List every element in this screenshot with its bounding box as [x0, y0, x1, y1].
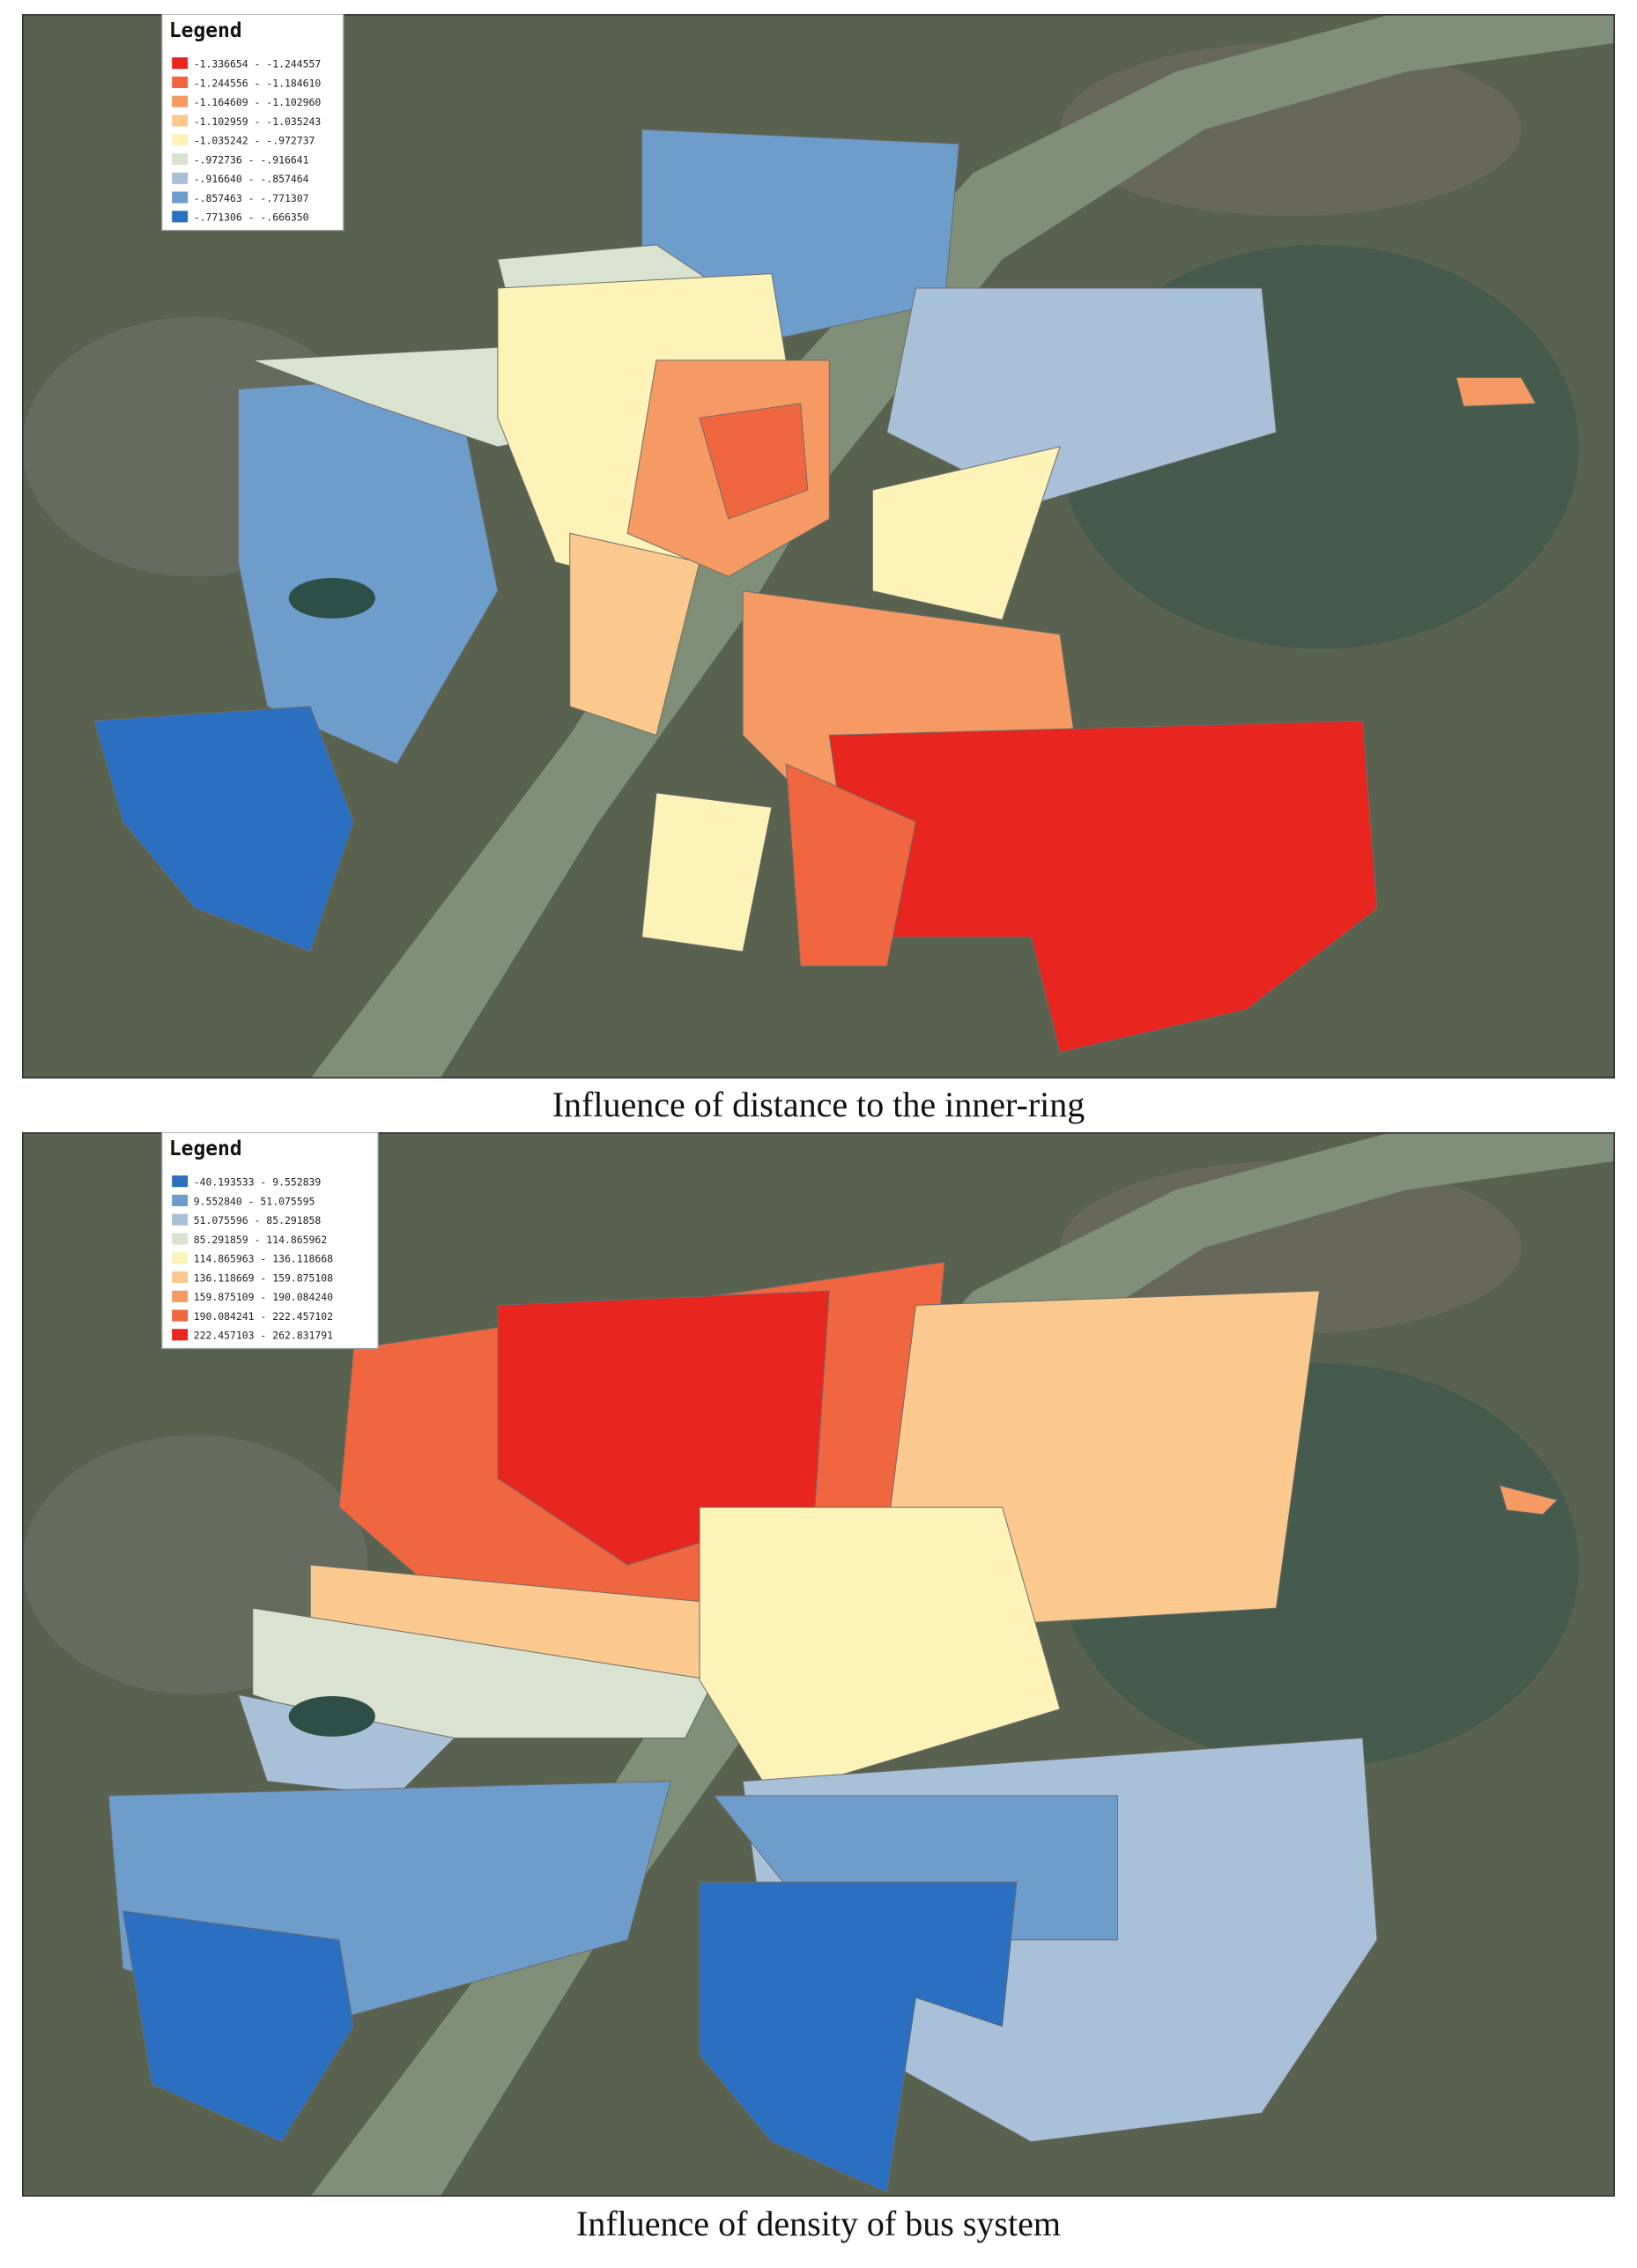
map-frame — [22, 14, 1615, 1078]
region — [641, 792, 773, 952]
legend-label: -40.193533 - 9.552839 — [194, 1176, 322, 1189]
legend-label: 190.084241 - 222.457102 — [194, 1310, 333, 1323]
legend-swatch — [172, 1213, 189, 1226]
legend-label: -1.102959 - -1.035243 — [194, 115, 322, 128]
legend-swatch — [172, 134, 189, 146]
legend-label: -.857463 - -.771307 — [194, 192, 309, 204]
legend-swatch — [172, 1175, 189, 1188]
legend-swatch — [172, 172, 189, 184]
region — [122, 1910, 354, 2143]
legend-swatch — [172, 211, 189, 223]
lake — [288, 578, 375, 619]
legend-title: Legend — [169, 19, 242, 42]
legend-label: 222.457103 - 262.831791 — [194, 1330, 333, 1342]
legend-label: -1.164609 - -1.102960 — [194, 96, 322, 108]
legend-label: 114.865963 - 136.118668 — [194, 1253, 333, 1265]
river — [310, 14, 1615, 1078]
legend-label: 9.552840 - 51.075595 — [194, 1195, 315, 1207]
legend-swatch — [172, 1309, 189, 1322]
region — [886, 287, 1278, 506]
region — [1456, 376, 1537, 407]
legend-label: 51.075596 - 85.291858 — [194, 1214, 322, 1227]
region — [699, 1881, 1018, 2193]
legend-swatch — [172, 57, 189, 70]
legend-swatch — [172, 1271, 189, 1284]
legend-swatch — [172, 115, 189, 127]
legend-swatch — [172, 191, 189, 204]
region — [93, 706, 354, 952]
legend-label: 159.875109 - 190.084240 — [194, 1291, 333, 1303]
map-frame — [22, 1132, 1615, 2197]
lake — [288, 1696, 375, 1737]
legend-swatch — [172, 76, 189, 88]
region — [569, 532, 700, 737]
legend-swatch — [172, 1290, 189, 1302]
legend-label: -1.336654 - -1.244557 — [194, 58, 322, 70]
map-panel: Legend -1.336654 - -1.244557 -1.244556 - -… — [22, 14, 1615, 1078]
region — [785, 763, 917, 967]
caption: Influence of distance to the inner-ring — [552, 1085, 1085, 1124]
region — [1499, 1485, 1559, 1516]
legend-title: Legend — [169, 1138, 242, 1160]
legend-swatch — [172, 1233, 189, 1245]
caption: Influence of density of bus system — [576, 2204, 1061, 2243]
legend-swatch — [172, 1194, 189, 1206]
region — [871, 446, 1061, 621]
legend-label: -.771306 - -.666350 — [194, 211, 309, 224]
legend-label: -.972736 - -.916641 — [194, 153, 309, 166]
region — [699, 403, 809, 520]
legend-swatch — [172, 95, 189, 107]
legend-swatch — [172, 152, 189, 166]
region — [699, 1507, 1061, 1797]
legend-label: 85.291859 - 114.865962 — [194, 1234, 327, 1246]
map-panel: Legend -40.193533 - 9.552839 9.552840 - 51… — [22, 1132, 1615, 2197]
legend-swatch — [172, 1252, 189, 1264]
legend-swatch — [172, 1329, 189, 1341]
legend-label: -1.035242 - -.972737 — [194, 135, 315, 147]
legend-box — [161, 1132, 379, 1350]
legend-label: -1.244556 - -1.184610 — [194, 77, 322, 89]
legend-label: 136.118669 - 159.875108 — [194, 1271, 333, 1284]
legend-label: -.916640 - -.857464 — [194, 173, 309, 185]
legend-box — [161, 14, 344, 232]
